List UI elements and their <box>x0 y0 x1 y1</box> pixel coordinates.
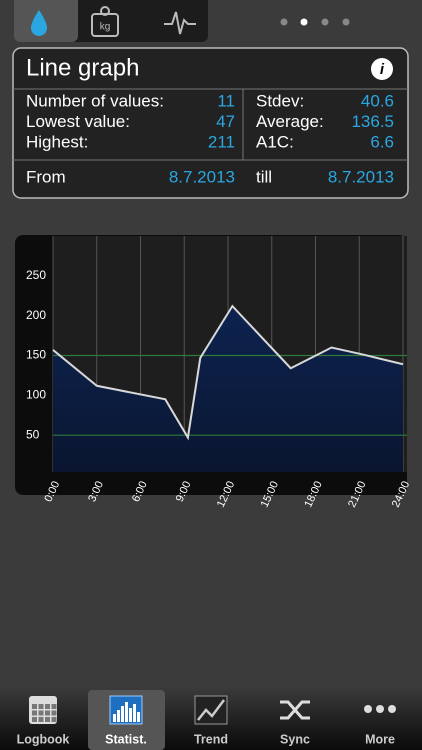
trend-icon <box>194 695 228 725</box>
calendar-cell <box>45 717 50 722</box>
stat-label: A1C: <box>256 132 294 151</box>
from-label: From <box>26 167 66 186</box>
stat-label: Number of values: <box>26 91 164 110</box>
page-dot <box>321 18 329 26</box>
stats-bar <box>121 706 124 722</box>
page-dot <box>342 18 350 26</box>
stat-value: 6.6 <box>370 132 394 151</box>
stat-value: 211 <box>208 132 235 151</box>
calendar-cell <box>32 704 37 709</box>
tab-label[interactable]: Statist. <box>105 732 147 746</box>
stats-bar <box>125 702 128 722</box>
calendar-cell <box>45 710 50 716</box>
stat-value: 11 <box>217 91 235 110</box>
tab-label[interactable]: More <box>365 732 395 746</box>
area <box>53 306 403 472</box>
info-icon: i <box>380 61 385 78</box>
calendar-cell <box>51 704 57 709</box>
drop-icon[interactable] <box>31 10 47 36</box>
stat-label: Average: <box>256 112 324 131</box>
more-dot <box>388 705 396 713</box>
page-dot <box>300 18 308 26</box>
calendar-cell <box>32 717 37 722</box>
pulse-icon[interactable] <box>164 11 196 35</box>
stat-label: Stdev: <box>256 91 304 110</box>
stats-bar <box>137 712 140 722</box>
calendar-cell <box>51 717 57 722</box>
stat-value: 47 <box>216 112 235 131</box>
from-value[interactable]: 8.7.2013 <box>169 167 235 186</box>
stat-label: Lowest value: <box>26 112 130 131</box>
trend-line <box>197 699 225 721</box>
more-dot <box>376 705 384 713</box>
sync-icon <box>280 700 310 720</box>
calendar-cell <box>51 710 57 716</box>
page-dot <box>280 18 288 26</box>
calendar-cell <box>38 704 44 709</box>
tab-label[interactable]: Sync <box>280 732 310 746</box>
calendar-cell <box>32 710 37 716</box>
stats-bar <box>117 710 120 722</box>
weight-icon-ring <box>100 6 110 16</box>
segment-selected[interactable] <box>14 0 78 42</box>
more-dot <box>364 705 372 713</box>
y-tick-label: 150 <box>26 348 46 362</box>
stat-value: 136.5 <box>351 112 394 131</box>
stat-value: 40.6 <box>361 91 394 110</box>
stats-bar <box>113 714 116 722</box>
tab-label[interactable]: Trend <box>194 732 228 746</box>
y-tick-label: 50 <box>26 427 40 441</box>
info-button[interactable] <box>371 58 393 80</box>
line <box>52 304 404 441</box>
y-tick-label: 250 <box>26 268 46 282</box>
stats-bar <box>133 704 136 722</box>
till-label: till <box>256 167 272 186</box>
calendar-cell <box>38 710 44 716</box>
y-tick-label: 200 <box>26 308 46 322</box>
till-value[interactable]: 8.7.2013 <box>328 167 394 186</box>
stat-label: Highest: <box>26 132 88 151</box>
tab-label[interactable]: Logbook <box>17 732 70 746</box>
weight-icon-label: kg <box>100 22 111 33</box>
stats-title: Line graph <box>26 54 139 81</box>
stats-bar <box>129 708 132 722</box>
y-tick-label: 100 <box>26 388 46 402</box>
calendar-cell <box>45 704 50 709</box>
calendar-cell <box>38 717 44 722</box>
